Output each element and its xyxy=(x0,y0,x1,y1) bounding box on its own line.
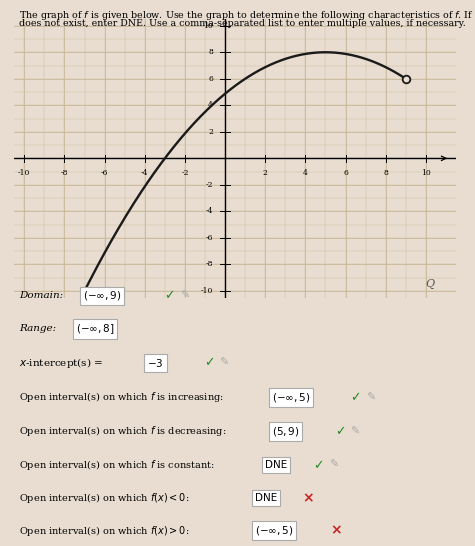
Text: 6: 6 xyxy=(208,75,213,83)
Text: $(5,9)$: $(5,9)$ xyxy=(272,425,299,438)
Text: ×: × xyxy=(303,491,314,505)
Text: -2: -2 xyxy=(181,169,189,177)
Text: Domain:: Domain: xyxy=(19,292,63,300)
Text: 10: 10 xyxy=(203,22,213,29)
Text: -6: -6 xyxy=(206,234,213,242)
Text: -10: -10 xyxy=(200,287,213,295)
Text: 4: 4 xyxy=(208,102,213,109)
Text: ✎: ✎ xyxy=(180,291,189,301)
Text: $(-\infty,5)$: $(-\infty,5)$ xyxy=(272,391,310,404)
Text: ✎: ✎ xyxy=(366,393,375,402)
Text: $(-\infty,8]$: $(-\infty,8]$ xyxy=(76,322,114,336)
Text: Open interval(s) on which $f(x)<0$:: Open interval(s) on which $f(x)<0$: xyxy=(19,491,190,505)
Text: -2: -2 xyxy=(206,181,213,189)
Text: -8: -8 xyxy=(61,169,68,177)
Text: ×: × xyxy=(330,524,342,538)
Text: -8: -8 xyxy=(206,260,213,269)
Text: $x$-intercept(s) =: $x$-intercept(s) = xyxy=(19,356,103,370)
Text: ✓: ✓ xyxy=(351,391,361,404)
Text: does not exist, enter DNE. Use a comma-separated list to enter multiple values, : does not exist, enter DNE. Use a comma-s… xyxy=(19,19,466,27)
Text: Open interval(s) on which $f$ is constant:: Open interval(s) on which $f$ is constan… xyxy=(19,458,215,472)
Text: 8: 8 xyxy=(208,48,213,56)
Text: ✓: ✓ xyxy=(335,425,345,438)
Text: 2: 2 xyxy=(263,169,268,177)
Text: ✓: ✓ xyxy=(204,357,215,370)
Text: The graph of $f$ is given below. Use the graph to determine the following charac: The graph of $f$ is given below. Use the… xyxy=(19,9,475,22)
Text: ✎: ✎ xyxy=(329,460,338,470)
Text: Q: Q xyxy=(425,279,435,289)
Text: -6: -6 xyxy=(101,169,108,177)
Text: Range:: Range: xyxy=(19,324,56,333)
Text: -10: -10 xyxy=(18,169,30,177)
Text: $(-\infty,9)$: $(-\infty,9)$ xyxy=(83,289,122,302)
Text: ✎: ✎ xyxy=(350,426,360,436)
Text: ✓: ✓ xyxy=(314,459,324,472)
Text: 6: 6 xyxy=(343,169,348,177)
Text: ✎: ✎ xyxy=(219,358,229,368)
Text: -4: -4 xyxy=(141,169,149,177)
Text: 10: 10 xyxy=(421,169,431,177)
Text: ✓: ✓ xyxy=(164,289,174,302)
Text: Open interval(s) on which $f$ is increasing:: Open interval(s) on which $f$ is increas… xyxy=(19,390,224,405)
Text: $-3$: $-3$ xyxy=(147,357,164,369)
Text: Open interval(s) on which $f$ is decreasing:: Open interval(s) on which $f$ is decreas… xyxy=(19,424,227,438)
Text: DNE: DNE xyxy=(265,460,287,470)
Text: -4: -4 xyxy=(206,207,213,215)
Text: 8: 8 xyxy=(383,169,388,177)
Text: 2: 2 xyxy=(208,128,213,136)
Text: Open interval(s) on which $f(x)>0$:: Open interval(s) on which $f(x)>0$: xyxy=(19,524,190,538)
Text: 4: 4 xyxy=(303,169,308,177)
Text: DNE: DNE xyxy=(255,493,277,503)
Text: $(-\infty,5)$: $(-\infty,5)$ xyxy=(255,524,293,537)
